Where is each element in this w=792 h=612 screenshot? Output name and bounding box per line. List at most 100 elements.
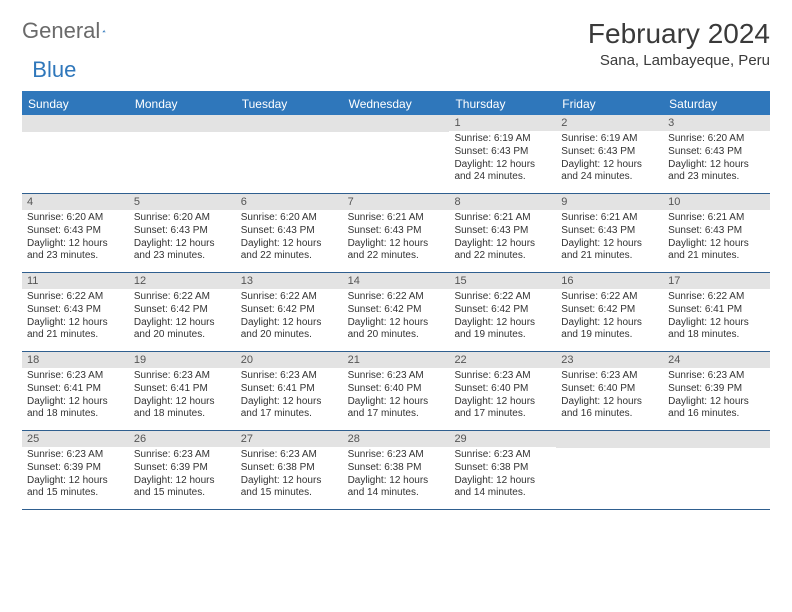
daylight-text: Daylight: 12 hours and 22 minutes. — [348, 238, 445, 264]
day-body: Sunrise: 6:22 AMSunset: 6:42 PMDaylight:… — [449, 289, 556, 346]
weekday-header: Saturday — [663, 93, 770, 115]
daylight-text: Daylight: 12 hours and 18 minutes. — [27, 396, 124, 422]
sunset-text: Sunset: 6:43 PM — [561, 225, 658, 238]
sunset-text: Sunset: 6:41 PM — [134, 383, 231, 396]
day-body: Sunrise: 6:23 AMSunset: 6:39 PMDaylight:… — [663, 368, 770, 425]
day-body: Sunrise: 6:21 AMSunset: 6:43 PMDaylight:… — [556, 210, 663, 267]
daylight-text: Daylight: 12 hours and 23 minutes. — [27, 238, 124, 264]
day-body: Sunrise: 6:22 AMSunset: 6:42 PMDaylight:… — [556, 289, 663, 346]
sunset-text: Sunset: 6:43 PM — [134, 225, 231, 238]
sunset-text: Sunset: 6:43 PM — [454, 146, 551, 159]
day-body: Sunrise: 6:22 AMSunset: 6:42 PMDaylight:… — [343, 289, 450, 346]
sunrise-text: Sunrise: 6:22 AM — [348, 291, 445, 304]
sunrise-text: Sunrise: 6:20 AM — [241, 212, 338, 225]
day-cell: 15Sunrise: 6:22 AMSunset: 6:42 PMDayligh… — [449, 273, 556, 351]
daylight-text: Daylight: 12 hours and 17 minutes. — [241, 396, 338, 422]
daylight-text: Daylight: 12 hours and 20 minutes. — [348, 317, 445, 343]
day-body: Sunrise: 6:23 AMSunset: 6:38 PMDaylight:… — [236, 447, 343, 504]
day-number — [236, 115, 343, 132]
day-body: Sunrise: 6:22 AMSunset: 6:42 PMDaylight:… — [129, 289, 236, 346]
daylight-text: Daylight: 12 hours and 19 minutes. — [561, 317, 658, 343]
day-body: Sunrise: 6:20 AMSunset: 6:43 PMDaylight:… — [663, 131, 770, 188]
day-body: Sunrise: 6:21 AMSunset: 6:43 PMDaylight:… — [449, 210, 556, 267]
day-number: 13 — [236, 273, 343, 289]
sunset-text: Sunset: 6:39 PM — [668, 383, 765, 396]
weekday-header: Tuesday — [236, 93, 343, 115]
day-number: 18 — [22, 352, 129, 368]
daylight-text: Daylight: 12 hours and 24 minutes. — [454, 159, 551, 185]
day-number: 14 — [343, 273, 450, 289]
day-number: 17 — [663, 273, 770, 289]
day-cell: 13Sunrise: 6:22 AMSunset: 6:42 PMDayligh… — [236, 273, 343, 351]
sunset-text: Sunset: 6:40 PM — [348, 383, 445, 396]
day-cell: 21Sunrise: 6:23 AMSunset: 6:40 PMDayligh… — [343, 352, 450, 430]
sunset-text: Sunset: 6:43 PM — [348, 225, 445, 238]
weekday-header: Wednesday — [343, 93, 450, 115]
day-cell-empty — [129, 115, 236, 193]
day-number: 29 — [449, 431, 556, 447]
sunrise-text: Sunrise: 6:23 AM — [561, 370, 658, 383]
sunset-text: Sunset: 6:42 PM — [241, 304, 338, 317]
day-body: Sunrise: 6:19 AMSunset: 6:43 PMDaylight:… — [556, 131, 663, 188]
daylight-text: Daylight: 12 hours and 21 minutes. — [668, 238, 765, 264]
sunrise-text: Sunrise: 6:19 AM — [454, 133, 551, 146]
daylight-text: Daylight: 12 hours and 17 minutes. — [348, 396, 445, 422]
daylight-text: Daylight: 12 hours and 15 minutes. — [134, 475, 231, 501]
sunrise-text: Sunrise: 6:22 AM — [561, 291, 658, 304]
daylight-text: Daylight: 12 hours and 16 minutes. — [561, 396, 658, 422]
day-number: 27 — [236, 431, 343, 447]
sunset-text: Sunset: 6:43 PM — [668, 146, 765, 159]
day-body: Sunrise: 6:23 AMSunset: 6:39 PMDaylight:… — [22, 447, 129, 504]
day-body: Sunrise: 6:23 AMSunset: 6:38 PMDaylight:… — [449, 447, 556, 504]
month-title: February 2024 — [588, 18, 770, 50]
sunrise-text: Sunrise: 6:23 AM — [241, 370, 338, 383]
title-block: February 2024 Sana, Lambayeque, Peru — [588, 18, 770, 69]
day-cell: 11Sunrise: 6:22 AMSunset: 6:43 PMDayligh… — [22, 273, 129, 351]
sunset-text: Sunset: 6:38 PM — [454, 462, 551, 475]
day-number: 25 — [22, 431, 129, 447]
day-number: 22 — [449, 352, 556, 368]
sunrise-text: Sunrise: 6:23 AM — [27, 449, 124, 462]
sunrise-text: Sunrise: 6:23 AM — [348, 449, 445, 462]
sunset-text: Sunset: 6:39 PM — [27, 462, 124, 475]
daylight-text: Daylight: 12 hours and 19 minutes. — [454, 317, 551, 343]
weeks-container: 1Sunrise: 6:19 AMSunset: 6:43 PMDaylight… — [22, 115, 770, 510]
day-cell: 22Sunrise: 6:23 AMSunset: 6:40 PMDayligh… — [449, 352, 556, 430]
day-number: 3 — [663, 115, 770, 131]
sunrise-text: Sunrise: 6:23 AM — [348, 370, 445, 383]
day-number: 7 — [343, 194, 450, 210]
day-number: 20 — [236, 352, 343, 368]
day-body: Sunrise: 6:23 AMSunset: 6:39 PMDaylight:… — [129, 447, 236, 504]
sunset-text: Sunset: 6:43 PM — [561, 146, 658, 159]
sunset-text: Sunset: 6:42 PM — [134, 304, 231, 317]
weekday-header: Friday — [556, 93, 663, 115]
sunrise-text: Sunrise: 6:23 AM — [27, 370, 124, 383]
day-body: Sunrise: 6:21 AMSunset: 6:43 PMDaylight:… — [343, 210, 450, 267]
day-cell: 28 Sunrise: 6:23 AMSunset: 6:38 PMDayligh… — [343, 431, 450, 509]
sunrise-text: Sunrise: 6:20 AM — [27, 212, 124, 225]
daylight-text: Daylight: 12 hours and 23 minutes. — [134, 238, 231, 264]
daylight-text: Daylight: 12 hours and 15 minutes. — [241, 475, 338, 501]
day-number: 11 — [22, 273, 129, 289]
day-cell: 4Sunrise: 6:20 AMSunset: 6:43 PMDaylight… — [22, 194, 129, 272]
day-cell: 1Sunrise: 6:19 AMSunset: 6:43 PMDaylight… — [449, 115, 556, 193]
sunset-text: Sunset: 6:38 PM — [348, 462, 445, 475]
day-cell-empty — [663, 431, 770, 509]
daylight-text: Daylight: 12 hours and 14 minutes. — [348, 475, 445, 501]
week-row: 11Sunrise: 6:22 AMSunset: 6:43 PMDayligh… — [22, 273, 770, 352]
sunset-text: Sunset: 6:41 PM — [241, 383, 338, 396]
day-body: Sunrise: 6:23 AMSunset: 6:40 PMDaylight:… — [556, 368, 663, 425]
weekday-header-row: SundayMondayTuesdayWednesdayThursdayFrid… — [22, 93, 770, 115]
day-body: Sunrise: 6:19 AMSunset: 6:43 PMDaylight:… — [449, 131, 556, 188]
day-number: 15 — [449, 273, 556, 289]
sunrise-text: Sunrise: 6:21 AM — [561, 212, 658, 225]
daylight-text: Daylight: 12 hours and 14 minutes. — [454, 475, 551, 501]
sunrise-text: Sunrise: 6:22 AM — [668, 291, 765, 304]
day-number: 28 — [343, 431, 450, 447]
day-cell: 23Sunrise: 6:23 AMSunset: 6:40 PMDayligh… — [556, 352, 663, 430]
day-number: 16 — [556, 273, 663, 289]
daylight-text: Daylight: 12 hours and 20 minutes. — [241, 317, 338, 343]
location-text: Sana, Lambayeque, Peru — [588, 52, 770, 69]
week-row: 18Sunrise: 6:23 AMSunset: 6:41 PMDayligh… — [22, 352, 770, 431]
day-number: 19 — [129, 352, 236, 368]
